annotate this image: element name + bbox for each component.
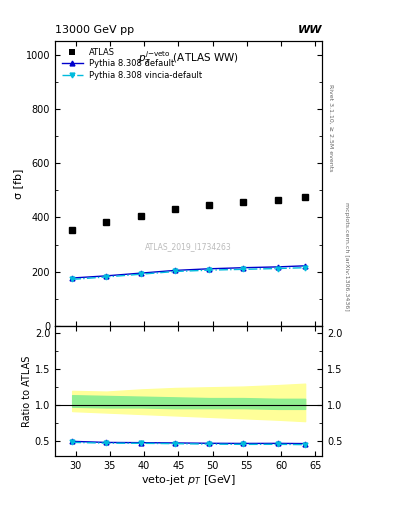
Text: $p_T^{j\mathsf{-veto}}$ (ATLAS WW): $p_T^{j\mathsf{-veto}}$ (ATLAS WW)	[138, 50, 239, 68]
X-axis label: veto-jet $p_T$ [GeV]: veto-jet $p_T$ [GeV]	[141, 473, 236, 487]
Text: ATLAS_2019_I1734263: ATLAS_2019_I1734263	[145, 242, 232, 251]
Text: mcplots.cern.ch [arXiv:1306.3436]: mcplots.cern.ch [arXiv:1306.3436]	[344, 202, 349, 310]
Text: Rivet 3.1.10, ≥ 2.5M events: Rivet 3.1.10, ≥ 2.5M events	[328, 84, 333, 172]
Y-axis label: Ratio to ATLAS: Ratio to ATLAS	[22, 355, 32, 426]
Text: WW: WW	[298, 25, 322, 35]
Legend: ATLAS, Pythia 8.308 default, Pythia 8.308 vincia-default: ATLAS, Pythia 8.308 default, Pythia 8.30…	[59, 45, 205, 82]
Text: 13000 GeV pp: 13000 GeV pp	[55, 25, 134, 35]
Y-axis label: σ [fb]: σ [fb]	[13, 168, 23, 199]
